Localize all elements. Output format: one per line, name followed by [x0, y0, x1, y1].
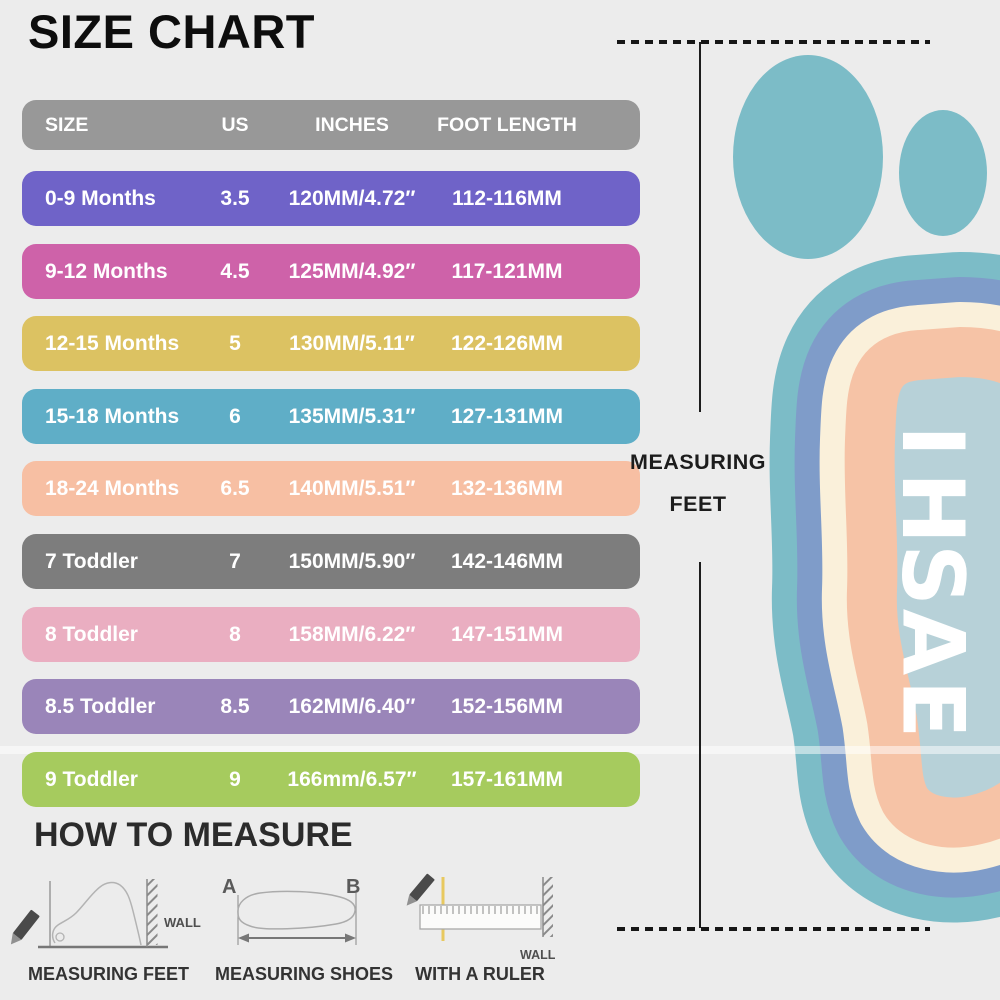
cell-us: 9 [229, 767, 241, 791]
measuring-feet-label: MEASURING FEET [612, 450, 784, 517]
cell-inches: 125MM/4.92″ [288, 259, 416, 283]
cell-foot-length: 112-116MM [452, 187, 562, 210]
header-inches: INCHES [315, 114, 389, 136]
wall-hatch [147, 879, 158, 945]
table-row: 7 Toddler 7 150MM/5.90″ 142-146MM [22, 533, 640, 589]
cell-foot-length: 147-151MM [450, 622, 564, 646]
cell-us: 7 [229, 549, 241, 573]
shoe-sole-outline [237, 890, 356, 930]
arrowhead-right [345, 933, 356, 943]
measuring-shoes-illustration: A B [222, 876, 360, 945]
cell-inches: 150MM/5.90″ [288, 549, 416, 573]
header-foot-length: FOOT LENGTH [437, 114, 577, 136]
ruler-ticks [421, 906, 540, 914]
pencil-icon [406, 873, 435, 906]
caption-measuring-shoes: MEASURING SHOES [215, 964, 394, 984]
caption-measuring-feet: MEASURING FEET [28, 964, 190, 984]
cell-inches: 158MM/6.22″ [288, 622, 416, 646]
cell-inches: 120MM/4.72″ [288, 187, 416, 210]
cell-foot-length: 132-136MM [450, 477, 564, 501]
table-row: 18-24 Months 6.5 140MM/5.51″ 132-136MM [22, 461, 640, 517]
table-body: 0-9 Months 3.5 120MM/4.72″ 112-116MM 9-1… [22, 171, 640, 807]
cell-size: 12-15 Months [45, 332, 180, 356]
table-row: 9 Toddler 9 166mm/6.57″ 157-161MM [22, 751, 640, 807]
cell-us: 3.5 [220, 187, 250, 210]
pencil-icon [10, 909, 40, 945]
table-header-row: SIZE US INCHES FOOT LENGTH [22, 100, 640, 150]
table-row: 9-12 Months 4.5 125MM/4.92″ 117-121MM [22, 243, 640, 299]
wall-label-3: WALL [520, 948, 556, 962]
wall-label-1: WALL [164, 915, 201, 930]
toe-detail [55, 932, 65, 942]
cell-inches: 166mm/6.57″ [287, 767, 417, 791]
foot-outline-rings [769, 252, 1000, 923]
arrowhead-left [238, 933, 249, 943]
vertical-guide-line-lower [699, 562, 701, 928]
brand-letter: H [881, 472, 982, 544]
cell-us: 6.5 [220, 477, 250, 501]
header-size: SIZE [45, 114, 89, 136]
table-row: 8.5 Toddler 8.5 162MM/6.40″ 152-156MM [22, 679, 640, 735]
measuring-feet-illustration: WALL [10, 879, 201, 949]
cell-us: 8.5 [220, 695, 250, 719]
measuring-feet-line2: FEET [669, 492, 727, 516]
caption-with-a-ruler: WITH A RULER [415, 964, 545, 984]
with-a-ruler-illustration: WALL [406, 873, 556, 962]
point-a-label: A [222, 876, 236, 898]
measuring-feet-line1: MEASURING [630, 450, 766, 474]
cell-size: 8.5 Toddler [45, 695, 156, 719]
cell-inches: 135MM/5.31″ [288, 404, 416, 428]
cell-size: 8 Toddler [45, 622, 138, 646]
brand-letter: I [882, 425, 982, 457]
wall-hatch [543, 877, 553, 937]
size-table: SIZE US INCHES FOOT LENGTH 0-9 Months 3.… [22, 100, 640, 807]
cell-size: 18-24 Months [45, 477, 180, 501]
table-row: 12-15 Months 5 130MM/5.11″ 122-126MM [22, 316, 640, 372]
big-toe-shape [733, 55, 883, 259]
cell-size: 9 Toddler [45, 767, 138, 791]
top-dashed-line [617, 40, 930, 44]
table-row: 0-9 Months 3.5 120MM/4.72″ 112-116MM [22, 171, 640, 226]
brand-letter: A [882, 608, 982, 676]
cell-foot-length: 152-156MM [450, 695, 564, 719]
cell-foot-length: 142-146MM [450, 549, 564, 573]
cell-foot-length: 117-121MM [451, 259, 563, 283]
table-row: 8 Toddler 8 158MM/6.22″ 147-151MM [22, 606, 640, 662]
how-to-measure-title: HOW TO MEASURE [34, 816, 353, 854]
cell-size: 0-9 Months [45, 187, 156, 210]
cell-us: 6 [229, 404, 241, 428]
vertical-guide-line-upper [699, 42, 701, 412]
point-b-label: B [346, 876, 360, 898]
cell-foot-length: 157-161MM [450, 767, 564, 791]
foot-profile-outline [51, 881, 142, 946]
cell-foot-length: 122-126MM [450, 332, 564, 356]
footprint-graphic [733, 55, 1000, 923]
cell-inches: 162MM/6.40″ [288, 695, 416, 719]
second-toe-shape [899, 110, 987, 236]
cell-size: 15-18 Months [45, 404, 180, 428]
bottom-dashed-line [617, 927, 930, 931]
page-title: SIZE CHART [28, 5, 315, 58]
cell-foot-length: 127-131MM [450, 404, 564, 428]
cell-size: 7 Toddler [45, 549, 138, 573]
cell-size: 9-12 Months [45, 259, 168, 283]
cell-inches: 130MM/5.11″ [289, 332, 415, 356]
table-row: 15-18 Months 6 135MM/5.31″ 127-131MM [22, 388, 640, 444]
cell-us: 5 [229, 332, 241, 356]
cell-inches: 140MM/5.51″ [288, 477, 416, 501]
page-seam-line [0, 746, 1000, 754]
cell-us: 8 [229, 622, 241, 646]
cell-us: 4.5 [220, 259, 250, 283]
header-us: US [221, 114, 249, 136]
how-to-measure-illustrations: WALL A B WALL [10, 873, 556, 962]
